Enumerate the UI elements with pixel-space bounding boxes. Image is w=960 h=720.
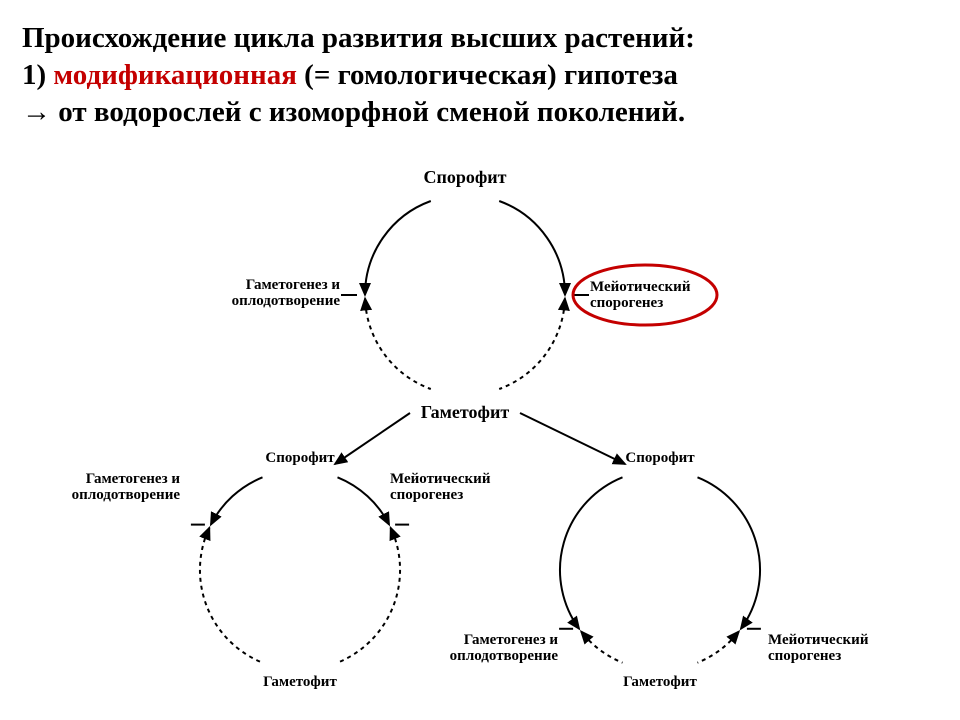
- right-gametophyte-label: Гаметофит: [615, 675, 705, 691]
- right-gametogenesis-label: Гаметогенез и оплодотворение: [408, 633, 558, 665]
- title-line3: → от водорослей с изоморфной сменой поко…: [22, 96, 685, 128]
- top-sporogenesis-label: Мейотический спорогенез: [590, 280, 750, 312]
- right-sporophyte-label: Спорофит: [615, 451, 705, 467]
- right-sporogenesis-label: Мейотический спорогенез: [768, 633, 898, 665]
- title-line1: Происхождение цикла развития высших раст…: [22, 22, 695, 54]
- title-line2-prefix: 1): [22, 59, 53, 91]
- cycle-svg: [70, 170, 890, 700]
- top-sporophyte-label: Спорофит: [415, 168, 515, 187]
- title-line2-red: модификационная: [53, 59, 296, 91]
- left-gametogenesis-label: Гаметогенез и оплодотворение: [30, 472, 180, 504]
- lifecycle-diagram: Спорофит Гаметофит Гаметогенез и оплодот…: [70, 170, 890, 700]
- left-gametophyte-label: Гаметофит: [255, 675, 345, 691]
- title-line2-suffix: (= гомологическая) гипотеза: [297, 59, 678, 91]
- title-block: Происхождение цикла развития высших раст…: [22, 20, 938, 131]
- top-gametogenesis-label: Гаметогенез и оплодотворение: [180, 278, 340, 310]
- left-sporogenesis-label: Мейотический спорогенез: [390, 472, 540, 504]
- left-sporophyte-label: Спорофит: [255, 451, 345, 467]
- top-gametophyte-label: Гаметофит: [415, 403, 515, 422]
